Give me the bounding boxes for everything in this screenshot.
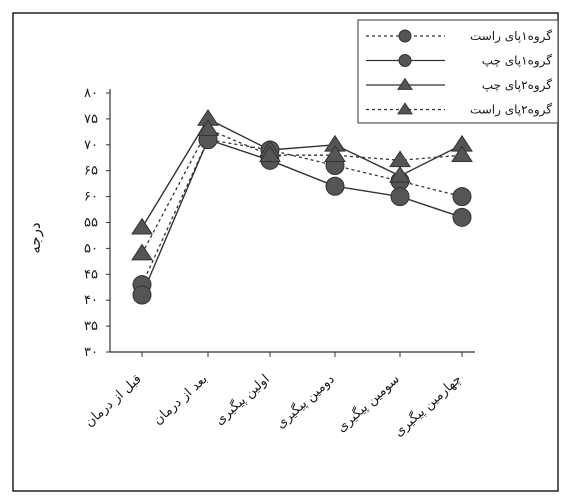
axes xyxy=(109,89,475,353)
triangle-marker xyxy=(389,165,411,183)
y-tick-label: ۷۰ xyxy=(84,138,98,153)
triangle-marker xyxy=(397,102,413,115)
triangle-marker xyxy=(259,145,281,162)
y-tick-label: ۳۰ xyxy=(84,345,98,360)
triangle-marker xyxy=(451,145,473,162)
y-tick-label: ۷۵ xyxy=(84,112,98,127)
y-tick-label: ۳۵ xyxy=(84,319,98,334)
circle-marker xyxy=(390,187,410,207)
y-tick-label: ۸۰ xyxy=(84,86,98,101)
legend: گروه۱پای راست گروه۱پای چپ گروه۲پای چپ گروه۲… xyxy=(357,19,559,124)
y-axis-label: درجه xyxy=(26,222,44,253)
series-line xyxy=(141,117,463,229)
y-tick-label: ۶۵ xyxy=(84,164,98,179)
legend-label: گروه۱پای راست xyxy=(470,29,552,44)
circle-marker xyxy=(398,54,412,67)
series-markers xyxy=(131,108,473,305)
y-tick-label: ۶۰ xyxy=(84,190,98,205)
series-line xyxy=(141,128,463,254)
triangle-marker xyxy=(397,77,413,90)
y-ticks: ۳۰ ۳۵ ۴۰ ۴۵ ۵۰ ۵۵ ۶۰ ۶۵ ۷۰ ۷۵ ۸۰ xyxy=(84,86,110,360)
y-tick-label: ۵۵ xyxy=(84,216,98,231)
triangle-marker xyxy=(131,217,153,235)
triangle-marker xyxy=(131,243,153,261)
circle-marker xyxy=(452,187,472,207)
y-tick-label: ۴۵ xyxy=(84,267,98,282)
series-line xyxy=(141,138,463,296)
circle-marker xyxy=(132,285,152,305)
series-lines xyxy=(141,117,463,296)
triangle-marker xyxy=(324,145,346,162)
circle-marker xyxy=(325,176,345,196)
triangle-marker xyxy=(389,150,411,168)
circle-marker xyxy=(398,29,412,43)
legend-label: گروه۱پای چپ xyxy=(482,54,553,69)
legend-label: گروه۲پای چپ xyxy=(482,78,553,93)
y-tick-label: ۵۰ xyxy=(84,241,98,256)
triangle-marker xyxy=(197,119,219,137)
y-tick-label: ۴۰ xyxy=(84,293,98,308)
legend-label: گروه۲پای راست xyxy=(470,103,552,118)
legend-box xyxy=(357,19,559,124)
circle-marker xyxy=(452,207,472,227)
